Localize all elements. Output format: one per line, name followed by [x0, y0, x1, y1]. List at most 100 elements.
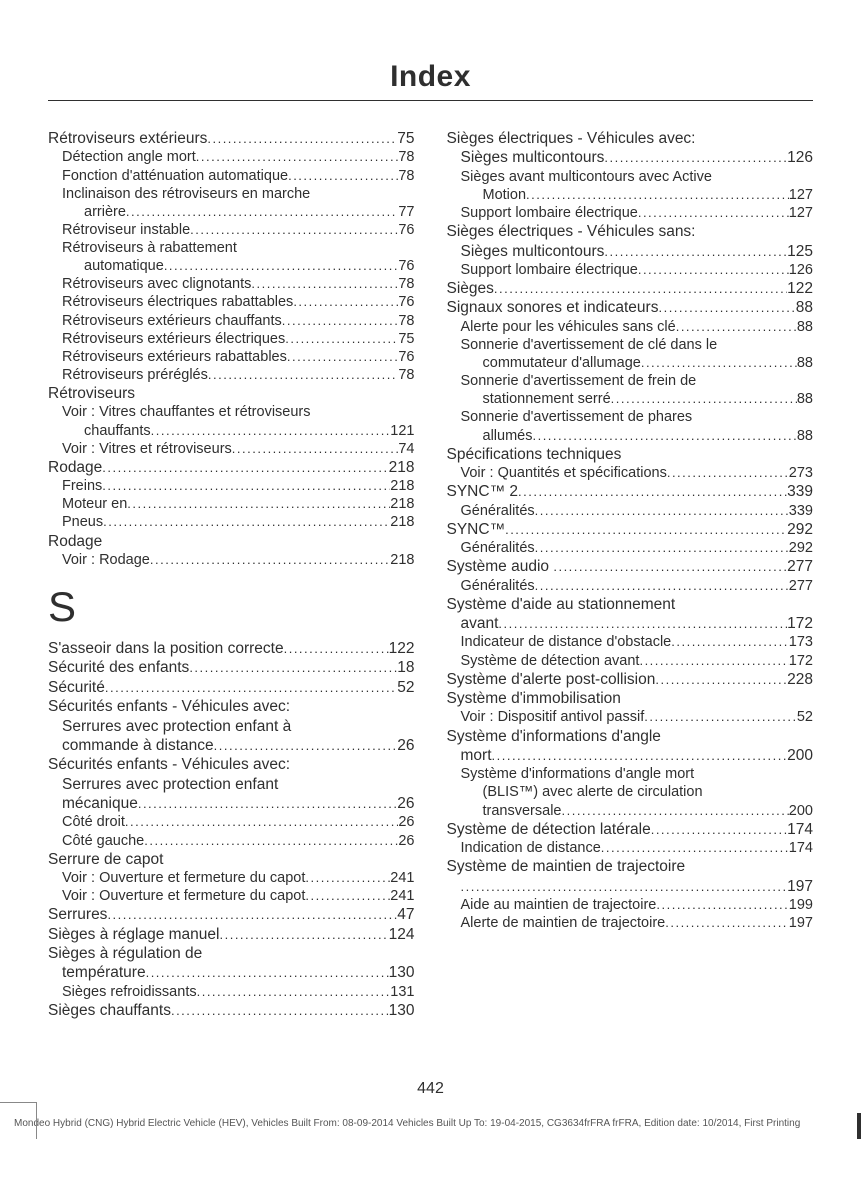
footer: Mondeo Hybrid (CNG) Hybrid Electric Vehi… [0, 1118, 861, 1139]
entry-label: Sièges avant multicontours avec Active [447, 168, 712, 186]
entry-page: 174 [789, 839, 813, 857]
dot-leader [498, 616, 787, 632]
entry-label: Serrure de capot [48, 850, 163, 869]
index-entry: Rétroviseurs extérieurs rabattables76 [48, 348, 415, 366]
dot-leader [676, 319, 797, 335]
dot-leader [102, 478, 390, 494]
entry-page: 26 [398, 813, 414, 831]
dot-leader [150, 552, 390, 568]
dot-leader [105, 680, 397, 696]
index-entry: Sécurités enfants - Véhicules avec: [48, 697, 415, 716]
entry-page: 75 [397, 129, 414, 148]
entry-label: Fonction d'atténuation automatique [48, 167, 288, 185]
index-entry: Sièges refroidissants131 [48, 983, 415, 1001]
entry-page: 88 [797, 354, 813, 372]
dot-leader [288, 168, 398, 184]
entry-label: Rétroviseurs préréglés [48, 366, 208, 384]
entry-label: Alerte pour les véhicules sans clé [447, 318, 676, 336]
entry-page: 125 [787, 242, 813, 261]
index-entry: Sièges multicontours126 [447, 148, 814, 167]
entry-page: 78 [398, 148, 414, 166]
dot-leader [494, 281, 787, 297]
entry-label: Rétroviseurs avec clignotants [48, 275, 251, 293]
entry-label: Sécurités enfants - Véhicules avec: [48, 697, 290, 716]
entry-page: 77 [398, 203, 414, 221]
index-entry: Support lombaire électrique 127 [447, 204, 814, 222]
index-entry: Voir : Ouverture et fermeture du capot24… [48, 869, 415, 887]
entry-label: Rétroviseur instable [48, 221, 190, 239]
index-entry: Système de détection latérale174 [447, 820, 814, 839]
entry-label: Généralités [447, 577, 535, 595]
dot-leader [532, 428, 796, 444]
index-entry: Détection angle mort78 [48, 148, 415, 166]
entry-label: mécanique [48, 794, 138, 813]
index-entry: Généralités277 [447, 577, 814, 595]
page-number: 442 [48, 1080, 813, 1098]
index-page: Index Rétroviseurs extérieurs75Détection… [0, 0, 861, 1098]
dot-leader [171, 1003, 389, 1019]
entry-label: avant [447, 614, 499, 633]
entry-page: 127 [789, 204, 813, 222]
entry-label: Sièges électriques - Véhicules avec: [447, 129, 696, 148]
entry-label: Généralités [447, 502, 535, 520]
entry-label: Système audio [447, 557, 554, 576]
entry-label: Signaux sonores et indicateurs [447, 298, 659, 317]
dot-leader [656, 897, 788, 913]
index-entry: Sonnerie d'avertissement de phares [447, 408, 814, 426]
entry-page: 218 [390, 495, 414, 513]
entry-label: Sièges chauffants [48, 1001, 171, 1020]
dot-leader [305, 888, 390, 904]
entry-page: 218 [390, 551, 414, 569]
column-left: Rétroviseurs extérieurs75Détection angle… [48, 129, 415, 1020]
entry-page: 173 [789, 633, 813, 651]
index-entry: Sièges avant multicontours avec Active [447, 168, 814, 186]
dot-leader [611, 391, 797, 407]
entry-label: Voir : Vitres et rétroviseurs [48, 440, 232, 458]
entry-label: Système de détection latérale [447, 820, 651, 839]
entry-page: 122 [787, 279, 813, 298]
index-entry: transversale200 [447, 802, 814, 820]
dot-leader [164, 258, 399, 274]
index-entry: Sécurité52 [48, 678, 415, 697]
entry-page: 26 [397, 794, 414, 813]
entry-label: Voir : Ouverture et fermeture du capot [48, 887, 305, 905]
index-entry: (BLIS™) avec alerte de circulation [447, 783, 814, 801]
entry-page: 199 [789, 896, 813, 914]
entry-page: 273 [789, 464, 813, 482]
entry-label: Sièges à régulation de [48, 944, 202, 963]
dot-leader [125, 814, 398, 830]
entry-page: 52 [797, 708, 813, 726]
index-entry: Sièges chauffants130 [48, 1001, 415, 1020]
entry-label: Rétroviseurs [48, 384, 135, 403]
dot-leader [638, 262, 789, 278]
dot-leader [601, 840, 789, 856]
dot-leader [103, 514, 390, 530]
dot-leader [107, 907, 397, 923]
entry-label: Système d'informations d'angle mort [447, 765, 695, 783]
entry-page: 76 [398, 221, 414, 239]
entry-page: 78 [398, 366, 414, 384]
entry-page: 218 [390, 513, 414, 531]
index-entry: Serrure de capot [48, 850, 415, 869]
entry-page: 76 [398, 348, 414, 366]
index-entry: Rétroviseurs extérieurs électriques75 [48, 330, 415, 348]
entry-label: Voir : Dispositif antivol passif [447, 708, 645, 726]
dot-leader [505, 522, 787, 538]
entry-label: Support lombaire électrique [447, 204, 638, 222]
index-entry: Pneus218 [48, 513, 415, 531]
entry-page: 172 [789, 652, 813, 670]
index-entry: Serrures avec protection enfant [48, 775, 415, 794]
dot-leader [144, 833, 398, 849]
index-entry: Fonction d'atténuation automatique78 [48, 167, 415, 185]
index-entry: automatique76 [48, 257, 415, 275]
entry-page: 200 [787, 746, 813, 765]
entry-page: 47 [397, 905, 414, 924]
entry-page: 26 [397, 736, 414, 755]
entry-page: 78 [398, 312, 414, 330]
dot-leader [535, 503, 789, 519]
entry-label: Rétroviseurs à rabattement [48, 239, 237, 257]
entry-label: Sièges [447, 279, 494, 298]
index-entry: commande à distance26 [48, 736, 415, 755]
index-entry: Alerte de maintien de trajectoire197 [447, 914, 814, 932]
entry-page: 88 [797, 318, 813, 336]
